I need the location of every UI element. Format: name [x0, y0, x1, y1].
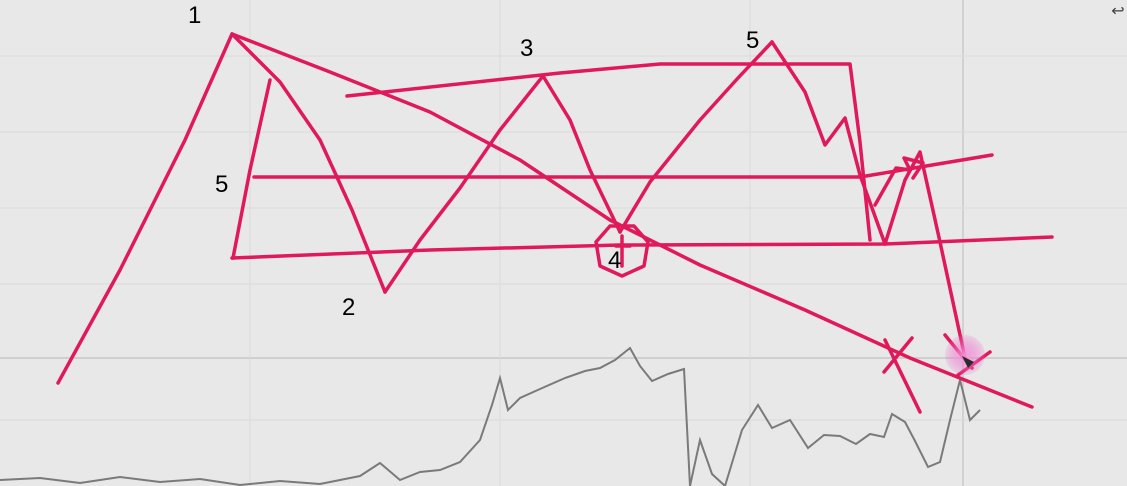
impulse-line: [56, 32, 234, 385]
x-mark-1: [883, 338, 922, 414]
label-wave-3: 3: [520, 35, 533, 62]
left-box-vertical: [231, 78, 272, 260]
wave-labels: 1 2 3 5 5 4: [188, 2, 759, 321]
right-wave: [770, 40, 887, 246]
label-wave-5-left: 5: [215, 171, 228, 198]
wave-4-5: [618, 40, 774, 234]
label-wave-2: 2: [342, 294, 355, 321]
label-wave-1: 1: [188, 2, 201, 29]
x-mark-2: [882, 336, 914, 374]
down-trendline: [230, 32, 1034, 409]
annotation-strokes: [56, 32, 1054, 414]
small-arrow-head: [902, 156, 925, 180]
small-arrow: [873, 166, 912, 207]
top-box: [345, 62, 872, 242]
circled-point: [594, 224, 650, 278]
label-wave-5-top: 5: [746, 27, 759, 54]
wave-3-4: [541, 74, 622, 234]
wave-2-3: [383, 74, 545, 294]
price-line: [0, 346, 981, 486]
wave-1-2: [230, 32, 387, 294]
arrow-icon[interactable]: ↩: [1111, 1, 1125, 20]
right-breakout: [883, 150, 967, 360]
cursor-highlight: [945, 335, 985, 375]
label-wave-4: 4: [608, 247, 621, 274]
